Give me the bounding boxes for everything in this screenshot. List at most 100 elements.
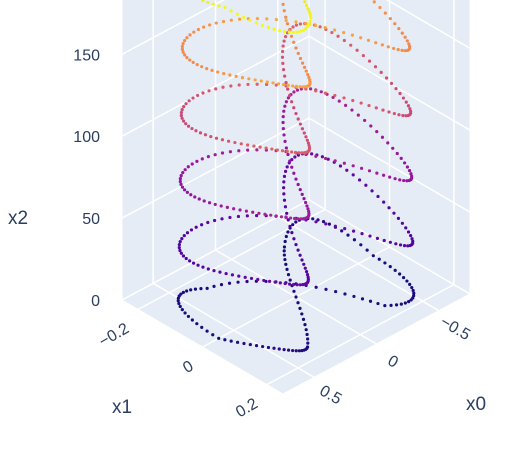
data-point bbox=[306, 341, 310, 345]
data-point bbox=[401, 275, 406, 280]
data-point bbox=[302, 262, 306, 266]
data-point bbox=[282, 253, 286, 257]
data-point bbox=[283, 239, 287, 244]
data-point bbox=[281, 115, 285, 119]
data-point bbox=[360, 232, 364, 236]
data-point bbox=[298, 22, 302, 26]
data-point bbox=[327, 222, 331, 226]
data-point bbox=[206, 220, 210, 225]
data-point bbox=[383, 304, 387, 308]
data-points bbox=[176, 0, 416, 353]
data-point bbox=[180, 44, 184, 49]
data-point bbox=[375, 171, 379, 175]
data-point bbox=[230, 273, 235, 277]
x1-tick-label: −0.2 bbox=[96, 320, 132, 351]
data-point bbox=[343, 292, 347, 296]
data-point bbox=[210, 68, 214, 72]
data-point bbox=[223, 5, 227, 9]
data-point bbox=[183, 53, 187, 57]
data-point bbox=[201, 91, 205, 95]
data-point bbox=[229, 84, 233, 88]
data-point bbox=[395, 151, 399, 156]
data-point bbox=[334, 289, 338, 294]
data-point bbox=[284, 81, 288, 85]
data-point bbox=[383, 11, 387, 15]
data-point bbox=[283, 30, 287, 34]
data-point bbox=[285, 22, 290, 26]
data-point bbox=[307, 22, 311, 26]
data-point bbox=[289, 34, 294, 38]
data-point bbox=[257, 211, 261, 215]
data-point bbox=[214, 87, 218, 91]
data-point bbox=[266, 25, 271, 30]
data-point bbox=[190, 318, 194, 322]
data-point bbox=[297, 151, 301, 155]
data-point bbox=[292, 40, 296, 44]
data-point bbox=[212, 218, 217, 223]
data-point bbox=[248, 18, 252, 22]
data-point bbox=[280, 49, 285, 54]
data-point bbox=[178, 304, 182, 309]
data-point bbox=[380, 43, 384, 47]
data-point bbox=[281, 61, 285, 65]
data-point bbox=[367, 59, 372, 63]
data-point bbox=[280, 149, 285, 153]
data-point bbox=[346, 233, 350, 237]
data-point bbox=[337, 99, 341, 103]
data-point bbox=[404, 100, 408, 104]
data-point bbox=[384, 76, 389, 80]
data-point bbox=[405, 179, 409, 183]
x0-tick-label: 0 bbox=[385, 353, 401, 372]
data-point bbox=[274, 17, 278, 22]
x2-tick-label: 0 bbox=[91, 293, 100, 310]
data-point bbox=[237, 149, 241, 153]
data-point bbox=[377, 257, 381, 261]
data-point bbox=[246, 148, 250, 152]
data-point bbox=[186, 165, 190, 169]
data-point bbox=[330, 30, 334, 35]
data-point bbox=[240, 76, 245, 80]
data-point bbox=[321, 220, 326, 224]
data-point bbox=[398, 178, 402, 182]
data-point bbox=[398, 243, 403, 247]
data-point bbox=[286, 152, 290, 157]
data-point bbox=[323, 26, 327, 30]
data-point bbox=[229, 339, 233, 343]
data-point bbox=[375, 236, 380, 240]
data-point bbox=[294, 177, 298, 181]
data-point bbox=[179, 182, 183, 186]
data-point bbox=[374, 41, 378, 45]
data-point bbox=[234, 74, 238, 78]
data-point bbox=[202, 25, 206, 29]
data-point bbox=[286, 348, 291, 352]
data-point bbox=[408, 282, 412, 286]
data-point bbox=[304, 270, 309, 274]
data-point bbox=[302, 65, 307, 69]
data-point bbox=[308, 12, 312, 16]
data-point bbox=[298, 56, 303, 61]
data-point bbox=[264, 82, 269, 87]
data-point bbox=[282, 245, 287, 249]
data-point bbox=[333, 159, 337, 163]
data-point bbox=[178, 176, 182, 181]
data-point bbox=[222, 71, 226, 76]
data-point bbox=[400, 221, 404, 225]
data-point bbox=[229, 18, 233, 22]
data-point bbox=[406, 244, 410, 248]
data-point bbox=[392, 111, 396, 116]
data-point bbox=[333, 28, 337, 32]
data-point bbox=[280, 55, 285, 59]
data-point bbox=[251, 210, 255, 214]
data-point bbox=[254, 21, 258, 25]
data-point bbox=[305, 345, 310, 349]
data-point bbox=[320, 155, 324, 159]
data-point bbox=[318, 25, 322, 29]
data-point bbox=[406, 104, 411, 108]
data-point bbox=[290, 165, 294, 169]
data-point bbox=[294, 242, 298, 247]
data-point bbox=[283, 139, 287, 144]
x0-tick-label: 0.5 bbox=[317, 383, 345, 409]
data-point bbox=[304, 328, 308, 332]
